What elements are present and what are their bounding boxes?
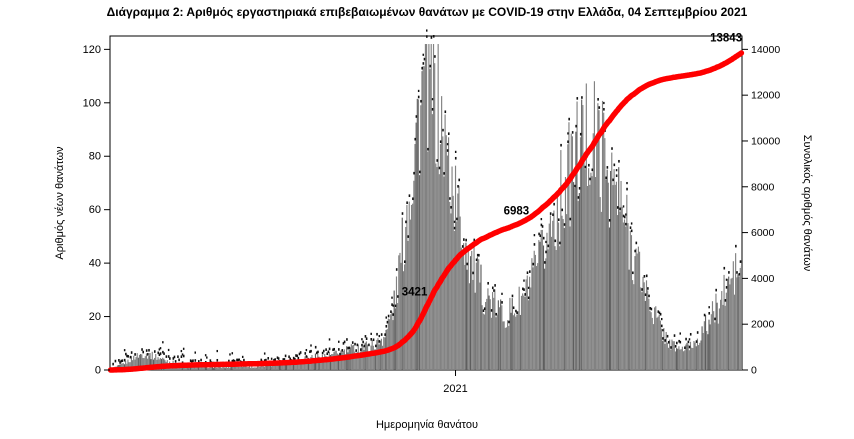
right-axis-tick-label: 6000 (751, 227, 775, 239)
right-axis-tick-label: 10000 (751, 135, 780, 147)
right-axis-tick-label: 8000 (751, 181, 775, 193)
right-axis-tick-label: 14000 (751, 44, 780, 56)
left-axis-tick-label: 100 (83, 97, 101, 109)
left-axis-title: Αριθμός νέων θανάτων (54, 146, 66, 260)
x-axis-tick-label: 2021 (443, 383, 467, 395)
right-axis-tick-label: 12000 (751, 90, 780, 102)
chart-title: Διάγραμμα 2: Αριθμός εργαστηριακά επιβεβ… (106, 5, 748, 19)
left-axis-tick-label: 80 (89, 151, 101, 163)
daily-deaths-bars (110, 44, 742, 371)
left-axis-tick-label: 60 (89, 204, 101, 216)
right-axis-tick-label: 2000 (751, 319, 775, 331)
right-axis-tick-label: 0 (751, 365, 757, 377)
annotation-final-total: 13843 (710, 33, 742, 45)
annotation-milestone: 6983 (504, 206, 530, 218)
right-axis-title: Συνολικός αριθμός θανάτων (801, 135, 813, 272)
left-axis-tick-label: 20 (89, 311, 101, 323)
left-axis-tick-label: 120 (83, 44, 101, 56)
left-axis-tick-label: 0 (95, 365, 101, 377)
annotation-milestone: 3421 (402, 286, 428, 298)
bar-top-markers (112, 29, 742, 367)
cumulative-deaths-line (107, 50, 745, 373)
right-axis-tick-label: 4000 (751, 273, 775, 285)
left-axis-tick-label: 40 (89, 258, 101, 270)
x-axis-label: Ημερομηνία θανάτου (375, 419, 479, 431)
